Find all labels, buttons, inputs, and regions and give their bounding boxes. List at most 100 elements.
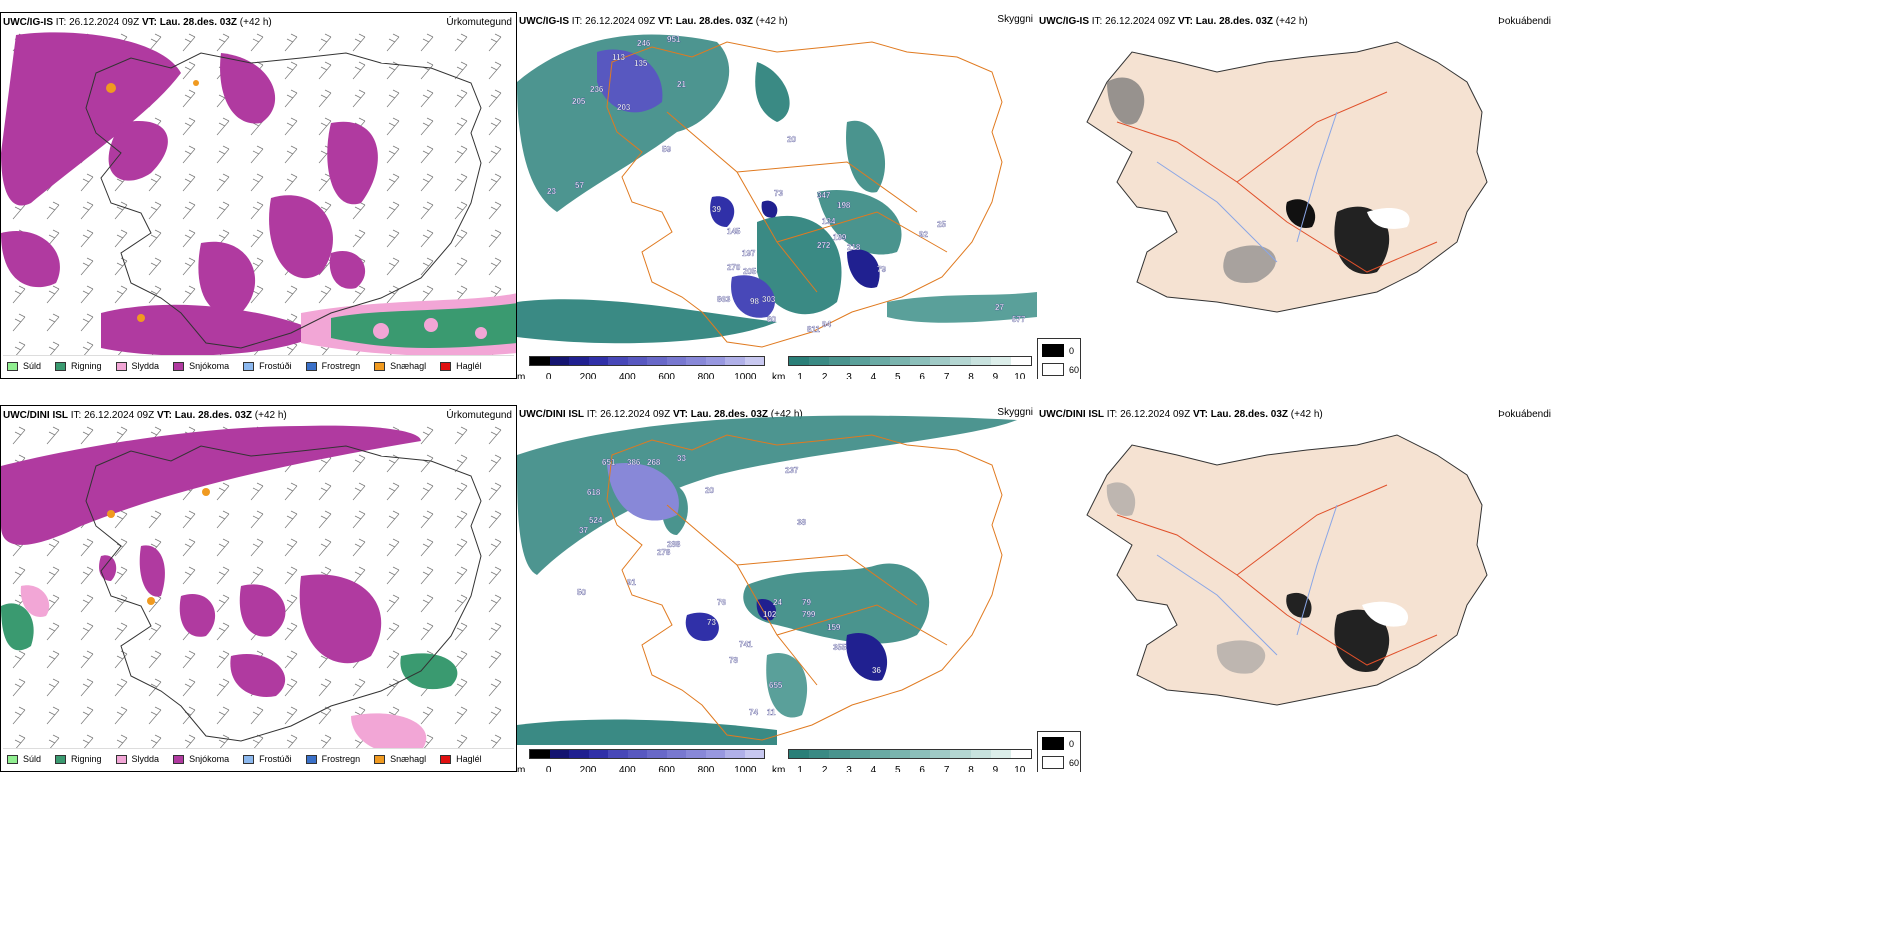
wind-barb xyxy=(114,622,128,641)
wind-barb xyxy=(488,426,502,445)
colorbar-cell xyxy=(647,357,667,365)
cloudbase-value: 278 xyxy=(657,548,671,557)
panel-title: Úrkomutegund xyxy=(446,410,512,421)
wind-barb xyxy=(216,594,230,613)
colorbar-cell xyxy=(970,357,991,365)
visibility-map: 951 246 113 135 236 205 203 21 59 20 23 57 73 347 198 3… xyxy=(517,34,1037,348)
wind-barb xyxy=(420,61,434,80)
cloudbase-value: 50 xyxy=(577,588,586,597)
wind-barb xyxy=(318,61,332,80)
wind-barb xyxy=(148,650,162,669)
iceland-land xyxy=(1086,41,1488,313)
wind-barb xyxy=(182,173,196,192)
colorbar-tick: 5 xyxy=(895,372,901,379)
wind-barb xyxy=(250,145,264,164)
wind-barb xyxy=(148,706,162,725)
cloudbase-value: 23 xyxy=(547,187,556,196)
wind-barb xyxy=(46,622,60,641)
fog-index-map xyxy=(1086,434,1488,706)
wind-barb xyxy=(284,566,298,585)
legend-label: Súld xyxy=(23,754,42,764)
legend-swatch xyxy=(55,754,67,764)
wind-barb xyxy=(488,89,502,108)
wind-barb xyxy=(318,678,332,697)
cloudbase-value: 94 xyxy=(822,320,831,329)
colorbar-cell xyxy=(910,357,931,365)
wind-barb xyxy=(386,650,400,669)
colorbar-tick: 8 xyxy=(968,765,974,772)
colorbar-tick: 8 xyxy=(968,372,974,379)
wind-barb xyxy=(454,622,468,641)
wind-barb xyxy=(80,538,94,557)
cloudbase-value: 218 xyxy=(847,243,861,252)
colorbar-cell xyxy=(666,357,686,365)
colorbar-cell xyxy=(569,357,589,365)
colorbar-tick: 400 xyxy=(618,372,636,379)
iceland-coastline xyxy=(85,52,482,349)
wind-barb xyxy=(420,482,434,501)
low-cloudbase-areas xyxy=(597,49,880,318)
wind-barb xyxy=(454,33,468,52)
legend-item: Rigning xyxy=(55,754,102,764)
wind-barb xyxy=(454,229,468,248)
colorbar-tick: 3 xyxy=(846,372,852,379)
wind-barb xyxy=(454,706,468,725)
wind-barb xyxy=(488,454,502,473)
cloudbase-value: 246 xyxy=(637,39,651,48)
cloudbase-colorbar: m 0 200 400 600 800 1000 xyxy=(517,749,769,772)
cloudbase-value: 198 xyxy=(837,201,851,210)
cloud-panel-top: UWC/IG-IS IT: 26.12.2024 09Z VT: Lau. 28… xyxy=(517,12,1037,379)
wind-barb xyxy=(12,678,26,697)
wind-barb xyxy=(386,229,400,248)
legend-swatch xyxy=(7,754,18,764)
wind-barb xyxy=(80,622,94,641)
cloudbase-value: 135 xyxy=(634,59,648,68)
wind-barb xyxy=(80,706,94,725)
colorbar-cell xyxy=(970,750,991,758)
wind-barb xyxy=(420,566,434,585)
wind-barb xyxy=(454,173,468,192)
legend-swatch xyxy=(374,754,386,764)
wind-barb xyxy=(352,482,366,501)
wind-barb xyxy=(318,706,332,725)
wind-barb xyxy=(386,89,400,108)
colorbar-tick: 6 xyxy=(919,765,925,772)
wind-barb xyxy=(352,201,366,220)
wind-barb xyxy=(182,510,196,529)
wind-barb xyxy=(250,201,264,220)
colorbar-cell xyxy=(686,750,706,758)
wind-barb xyxy=(420,426,434,445)
precip-snow-areas xyxy=(1,32,378,356)
wind-barb xyxy=(182,201,196,220)
wind-barb xyxy=(182,89,196,108)
cloudbase-value: 347 xyxy=(817,191,831,200)
precip-type-map xyxy=(1,32,516,360)
wind-barb xyxy=(80,285,94,304)
colorbar-tick: 1 xyxy=(797,372,803,379)
wind-barb xyxy=(80,566,94,585)
legend-swatch xyxy=(440,361,452,371)
cloudbase-value: 741 xyxy=(739,640,753,649)
wind-barb xyxy=(352,566,366,585)
wind-barb xyxy=(216,678,230,697)
legend-item: Súld xyxy=(7,754,41,764)
road-network-inner xyxy=(666,111,948,293)
colorbar-cell xyxy=(849,357,870,365)
cloudbase-value: 113 xyxy=(612,53,625,62)
wind-barb xyxy=(148,257,162,276)
legend-swatch xyxy=(115,361,127,371)
colorbar-cell xyxy=(530,750,550,758)
cloudbase-unit: m xyxy=(517,765,526,772)
legend-label: Rigning xyxy=(71,361,102,371)
legend-item: Frostúði xyxy=(243,361,292,371)
cloudbase-value: 651 xyxy=(602,458,616,467)
wind-barb xyxy=(114,257,128,276)
wind-barb xyxy=(46,566,60,585)
wind-barb xyxy=(420,622,434,641)
legend-swatch xyxy=(173,361,185,371)
wind-barb xyxy=(454,201,468,220)
colorbar-tick: 1000 xyxy=(734,372,757,379)
legend-item: Snjókoma xyxy=(173,754,229,764)
wind-barb xyxy=(182,566,196,585)
